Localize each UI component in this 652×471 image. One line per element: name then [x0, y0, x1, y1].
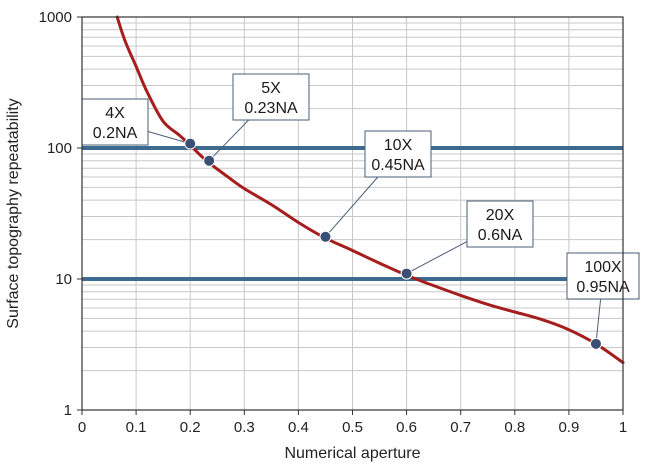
callout-label-na: 0.23NA [244, 100, 298, 117]
data-point [589, 337, 602, 350]
x-tick-label: 0.3 [234, 419, 255, 436]
plot-frame [81, 16, 624, 411]
callout-leader-line [147, 131, 191, 145]
tick-labels: 0 0.1 0.2 0.3 0.4 0.5 0.6 0.7 0.8 0.9 1 1 10 100 1000 [39, 9, 628, 436]
y-axis-title: Surface topography repeatability [5, 98, 22, 328]
callout-label-objective: 100X [584, 259, 622, 276]
callout-label-na: 0.45NA [371, 157, 425, 174]
data-points [184, 137, 602, 350]
callout-leader-line [406, 241, 468, 275]
x-tick-label: 0.2 [180, 419, 201, 436]
callout-label-objective: 5X [261, 80, 281, 97]
callouts: 4X 0.2NA 5X 0.23NA 10X 0.45NA 20X 0.6NA 100X 0.95… [81, 73, 640, 344]
y-tick-label: 1000 [39, 9, 72, 26]
callout-box [364, 130, 432, 178]
curve-layer [115, 15, 625, 365]
x-axis-title: Numerical aperture [284, 445, 420, 462]
repeatability-curve [115, 15, 625, 365]
y-tick-label: 1 [64, 402, 72, 419]
callout-box [232, 73, 310, 121]
callout-label-objective: 10X [384, 137, 413, 154]
x-tick-label: 0.8 [504, 419, 525, 436]
data-point [319, 230, 332, 243]
data-point [184, 137, 197, 150]
callout-box [81, 98, 149, 146]
x-tick-label: 0.1 [126, 419, 147, 436]
grid [82, 17, 623, 410]
y-tick-label: 10 [55, 271, 72, 288]
callout-label-objective: 4X [105, 105, 125, 122]
callout-box [466, 200, 534, 248]
x-tick-label: 0.7 [450, 419, 471, 436]
callout-label-na: 0.6NA [478, 227, 523, 244]
callout-leader-line [208, 119, 250, 162]
callout-leader-line [325, 176, 379, 238]
y-tick-label: 100 [47, 140, 72, 157]
callout-label-na: 0.2NA [93, 125, 138, 142]
x-tick-label: 0.5 [342, 419, 363, 436]
x-tick-label: 0.6 [396, 419, 417, 436]
x-tick-label: 0 [78, 419, 86, 436]
threshold-lines [82, 146, 623, 281]
data-point [400, 267, 413, 280]
x-tick-label: 0.4 [288, 419, 309, 436]
callout-label-na: 0.95NA [576, 279, 630, 296]
data-point [203, 154, 216, 167]
x-tick-label: 0.9 [558, 419, 579, 436]
callout-leader-line [595, 298, 602, 344]
callout-box [566, 252, 640, 300]
callout-label-objective: 20X [486, 207, 515, 224]
x-tick-label: 1 [619, 419, 627, 436]
